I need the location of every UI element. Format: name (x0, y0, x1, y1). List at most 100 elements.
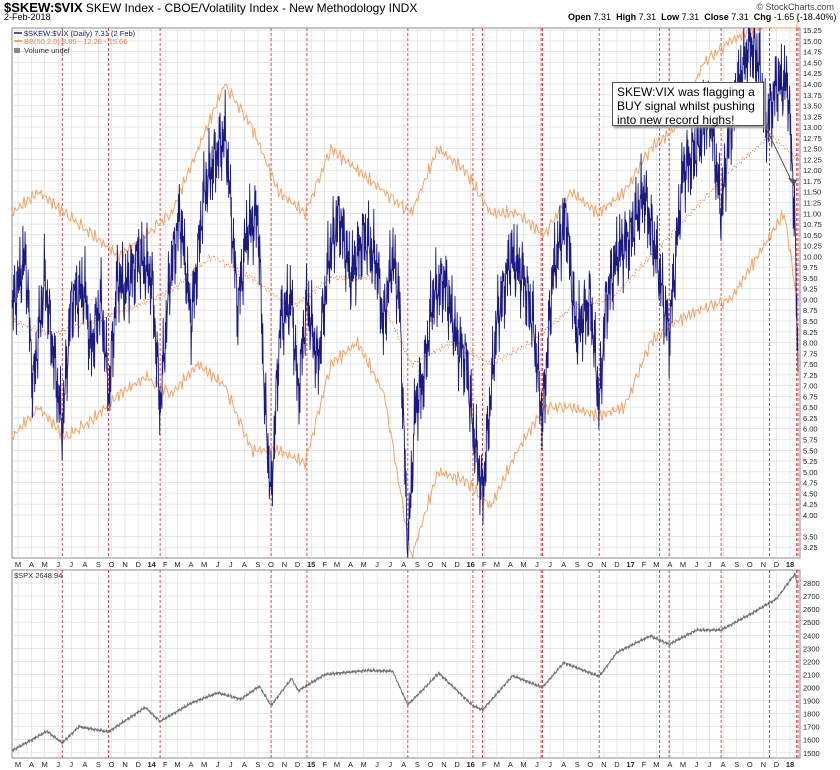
high-value: 7.31 (638, 12, 657, 22)
x-tick-label: O (268, 760, 274, 769)
y-tick-label: 2000 (803, 684, 820, 693)
x-tick-label: D (135, 560, 141, 569)
y-tick-label: 13.50 (803, 102, 822, 111)
x-tick-label: 18 (786, 760, 794, 769)
x-tick-label: J (216, 760, 220, 769)
x-tick-label: S (575, 760, 580, 769)
x-tick-label: A (82, 560, 87, 569)
x-tick-label: M (174, 760, 180, 769)
x-tick-label: S (415, 560, 420, 569)
x-tick-label: M (680, 760, 686, 769)
x-tick-label: J (695, 560, 699, 569)
open-label: Open (568, 12, 592, 22)
y-tick-label: 12.00 (803, 166, 822, 175)
x-tick-label: A (189, 760, 194, 769)
x-tick-label: S (255, 560, 260, 569)
x-tick-label: N (282, 760, 287, 769)
x-tick-label: D (454, 760, 460, 769)
x-tick-label: J (535, 560, 539, 569)
y-tick-label: 12.25 (803, 155, 822, 164)
y-tick-label: 2800 (803, 579, 820, 588)
x-tick-label: D (774, 560, 780, 569)
x-tick-label: F (482, 760, 487, 769)
y-tick-label: 3.50 (803, 532, 818, 541)
y-tick-label: 5.25 (803, 457, 818, 466)
y-tick-label: 4.00 (803, 511, 818, 520)
x-tick-label: J (708, 760, 712, 769)
y-tick-label: 14.50 (803, 58, 822, 67)
close-value: 7.31 (731, 12, 749, 22)
volume-icon (14, 48, 20, 53)
x-tick-label: J (535, 760, 539, 769)
x-tick-label: 14 (148, 760, 157, 769)
x-tick-label: J (375, 560, 379, 569)
x-tick-label: M (653, 560, 659, 569)
x-tick-label: M (201, 560, 207, 569)
x-tick-label: N (441, 560, 446, 569)
y-tick-label: 5.50 (803, 446, 818, 455)
chg-label: Chg (753, 12, 772, 22)
y-tick-label: 2700 (803, 592, 820, 601)
y-tick-label: 9.00 (803, 295, 818, 304)
x-tick-label: D (454, 560, 460, 569)
x-tick-label: M (680, 560, 686, 569)
x-tick-label: S (96, 560, 101, 569)
x-tick-label: F (482, 560, 487, 569)
y-tick-label: 14.00 (803, 80, 822, 89)
y-tick-label: 8.25 (803, 328, 818, 337)
x-tick-label: D (614, 560, 620, 569)
chg-value: -1.65 (-18.40%) (773, 12, 837, 22)
x-tick-label: 15 (307, 560, 315, 569)
y-tick-label: 1900 (803, 697, 820, 706)
y-tick-label: 8.75 (803, 306, 818, 315)
x-tick-label: 16 (466, 560, 474, 569)
x-tick-label: M (334, 560, 340, 569)
x-tick-label: D (295, 760, 301, 769)
x-tick-label: J (216, 560, 220, 569)
y-tick-label: 5.75 (803, 436, 818, 445)
close-label: Close (704, 12, 729, 22)
legend-bollinger: BB(50,2.0) 8.86 - 12.26 - 15.66 (24, 37, 127, 46)
y-tick-label: 6.75 (803, 392, 818, 401)
x-tick-label: M (360, 760, 366, 769)
x-tick-label: M (42, 560, 48, 569)
annotation-line: into new record highs! (617, 113, 735, 127)
y-tick-label: 11.00 (803, 209, 821, 218)
x-tick-label: 16 (466, 760, 474, 769)
y-tick-label: 4.25 (803, 500, 818, 509)
x-tick-label: N (122, 760, 127, 769)
x-tick-label: A (667, 560, 672, 569)
x-tick-label: N (601, 560, 606, 569)
x-tick-label: M (520, 760, 526, 769)
legend-spx: $SPX 2648.94 (14, 571, 62, 580)
x-tick-label: 17 (626, 560, 634, 569)
y-tick-label: 3.25 (803, 543, 818, 552)
y-tick-label: 1600 (803, 736, 820, 745)
x-tick-label: J (388, 760, 392, 769)
y-tick-label: 6.50 (803, 403, 818, 412)
x-tick-label: O (109, 560, 115, 569)
y-tick-label: 2300 (803, 644, 820, 653)
x-tick-label: O (587, 560, 593, 569)
y-tick-label: 2200 (803, 657, 820, 666)
x-tick-label: J (548, 560, 552, 569)
x-tick-label: A (561, 760, 566, 769)
y-tick-label: 5.00 (803, 468, 818, 477)
y-tick-label: 9.25 (803, 285, 818, 294)
x-tick-label: A (401, 560, 406, 569)
y-tick-label: 6.25 (803, 414, 818, 423)
y-tick-label: 1800 (803, 710, 820, 719)
x-tick-label: M (360, 560, 366, 569)
copyright-notice: © StockCharts.com (756, 2, 834, 12)
y-tick-label: 10.50 (803, 231, 822, 240)
y-tick-label: 15.00 (803, 37, 822, 46)
y-tick-label: 11.75 (803, 177, 821, 186)
y-tick-label: 13.25 (803, 112, 822, 121)
y-tick-label: 7.50 (803, 360, 818, 369)
x-tick-label: A (401, 760, 406, 769)
y-tick-label: 12.75 (803, 134, 822, 143)
x-tick-label: F (642, 760, 647, 769)
x-tick-label: J (375, 760, 379, 769)
y-tick-label: 2400 (803, 631, 820, 640)
x-tick-label: A (242, 560, 247, 569)
